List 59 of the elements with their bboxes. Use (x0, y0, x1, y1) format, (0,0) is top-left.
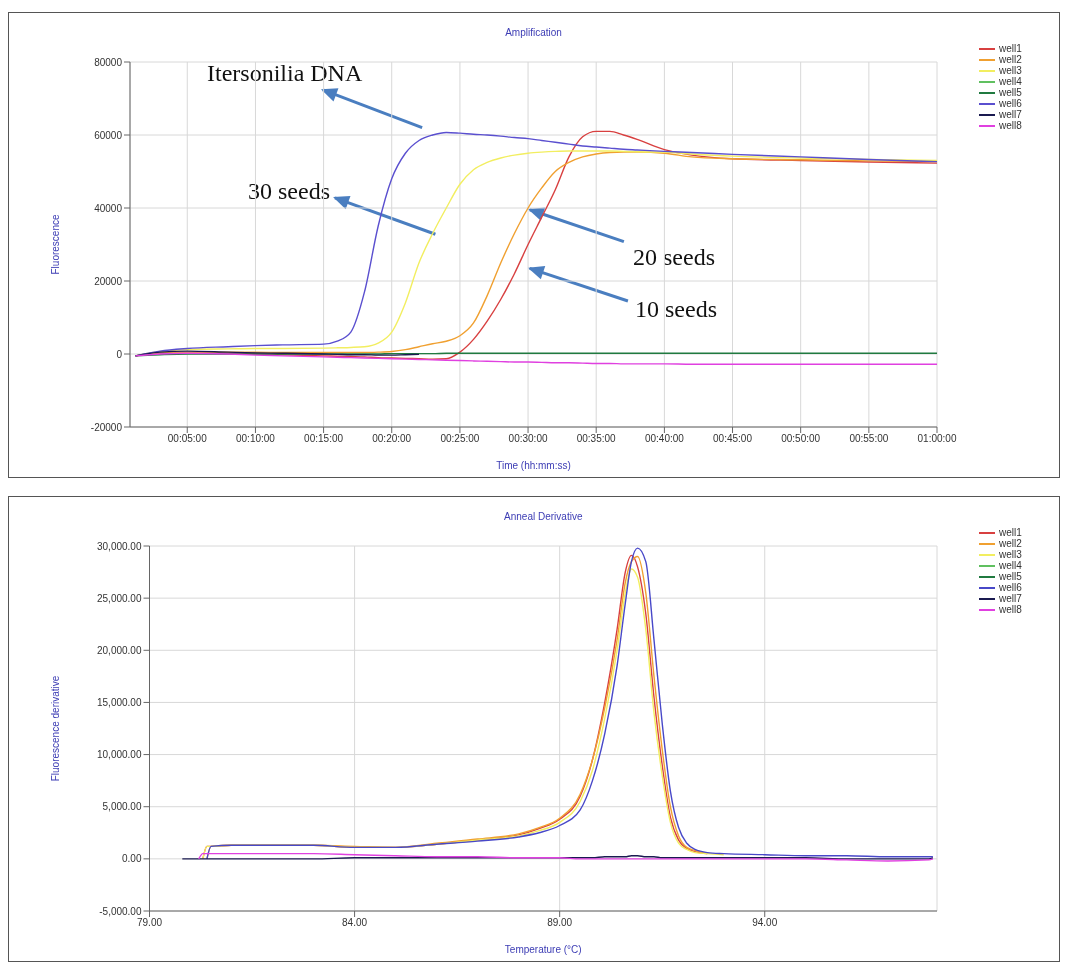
x-tick-label: 84.00 (342, 917, 368, 929)
x-tick-label: 00:50:00 (781, 433, 821, 445)
line-series (198, 852, 934, 862)
chart-title: Anneal Derivative (503, 511, 584, 522)
chart-title: Amplification (504, 27, 563, 38)
y-tick-label: -20000 (90, 421, 123, 433)
legend-label: well6 (999, 582, 1022, 593)
x-axis-title: Time (hh:mm:ss) (496, 460, 571, 471)
y-tick-label: 0 (116, 348, 123, 360)
legend-label: well1 (999, 43, 1022, 54)
x-tick-label: 00:35:00 (576, 433, 617, 445)
x-tick-label: 00:55:00 (849, 433, 889, 445)
y-tick-label: -5,000.00 (99, 905, 142, 917)
annotation: 30 seeds (247, 178, 330, 205)
x-tick-label: 00:10:00 (235, 433, 276, 445)
line-series (206, 547, 934, 860)
x-tick-label: 00:40:00 (644, 433, 685, 445)
annotation: Itersonilia DNA (206, 60, 363, 87)
y-tick-label: 15,000.00 (97, 696, 142, 708)
y-tick-label: 60000 (94, 129, 123, 141)
legend-label: well7 (999, 109, 1022, 120)
y-tick-label: 5,000.00 (102, 801, 142, 813)
legend-label: well8 (999, 604, 1022, 615)
x-tick-label: 00:05:00 (167, 433, 208, 445)
x-tick-label: 89.00 (547, 917, 573, 929)
legend-label: well2 (999, 54, 1022, 65)
x-tick-label: 00:15:00 (304, 433, 344, 445)
x-tick-label: 00:20:00 (372, 433, 412, 445)
y-tick-label: 0.00 (122, 853, 142, 865)
x-tick-label: 01:00:00 (917, 433, 957, 445)
y-tick-label: 30,000.00 (97, 540, 142, 552)
y-tick-label: 40000 (94, 202, 123, 214)
y-axis-title: Fluorescence (49, 214, 61, 275)
x-tick-label: 00:45:00 (713, 433, 753, 445)
annotation: 10 seeds (635, 296, 718, 323)
legend-label: well2 (999, 538, 1022, 549)
y-tick-label: 20000 (94, 275, 123, 287)
y-tick-label: 10,000.00 (97, 749, 142, 761)
legend-label: well3 (999, 65, 1022, 76)
line-series (134, 352, 937, 365)
y-tick-label: 25,000.00 (97, 592, 142, 604)
x-tick-label: 94.00 (752, 917, 778, 929)
x-tick-label: 00:30:00 (508, 433, 548, 445)
x-tick-label: 00:25:00 (440, 433, 480, 445)
y-axis-title: Fluorescence derivative (49, 675, 61, 782)
legend-label: well7 (999, 593, 1022, 604)
legend-label: well6 (999, 98, 1022, 109)
y-tick-label: 20,000.00 (97, 644, 142, 656)
legend-label: well1 (999, 527, 1022, 538)
legend-label: well8 (999, 120, 1022, 131)
x-tick-label: 79.00 (136, 917, 163, 929)
annotation: 20 seeds (633, 243, 715, 270)
legend-label: well3 (999, 549, 1022, 560)
y-tick-label: 80000 (94, 56, 123, 68)
legend-label: well4 (999, 560, 1022, 571)
x-axis-title: Temperature (°C) (504, 944, 582, 955)
legend-label: well5 (999, 87, 1022, 98)
legend-label: well5 (999, 571, 1022, 582)
legend-label: well4 (999, 76, 1022, 87)
